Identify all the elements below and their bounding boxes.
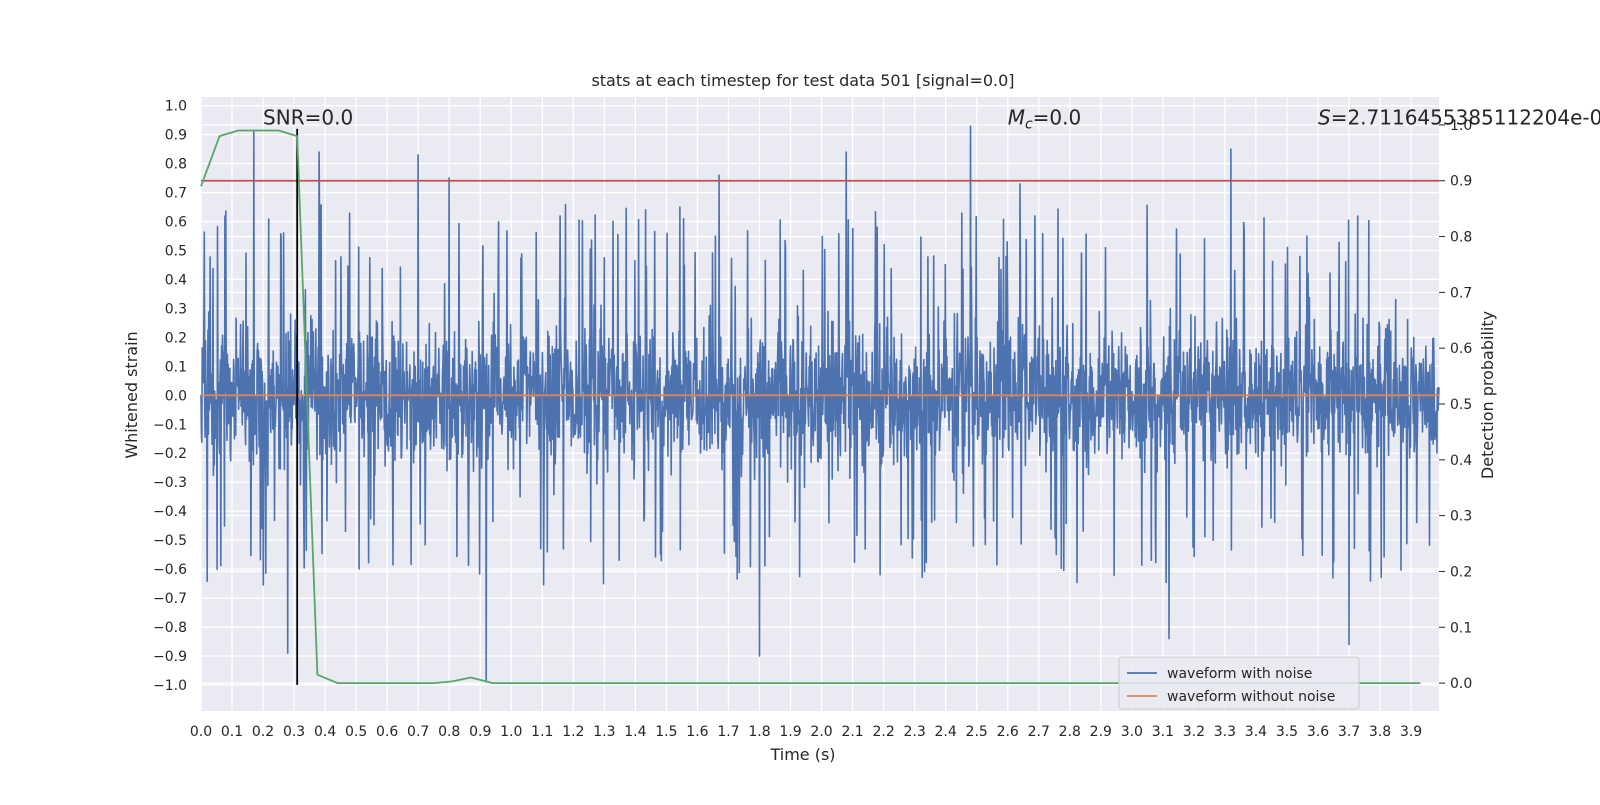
- x-tick-label: 3.0: [1121, 724, 1143, 740]
- y-axis-label: Whitened strain: [122, 331, 141, 458]
- y-tick-label: −0.1: [153, 417, 187, 433]
- x-tick-label: 0.1: [221, 724, 243, 740]
- x-tick-label: 1.4: [624, 724, 646, 740]
- y-tick-label: −0.6: [153, 562, 187, 578]
- y-tick-label: −0.5: [153, 533, 187, 549]
- x-tick-label: 1.7: [717, 724, 739, 740]
- x-tick-label: 3.6: [1307, 724, 1329, 740]
- x-tick-label: 1.9: [779, 724, 801, 740]
- x-tick-label: 3.1: [1152, 724, 1174, 740]
- annotation-text: S=2.7116455385112204e-0: [1318, 105, 1600, 129]
- y2-axis-label: Detection probability: [1478, 311, 1497, 479]
- y-tick-label: 0.4: [165, 272, 187, 288]
- series-detection-probability: [200, 129, 1421, 684]
- y2-tick-label: 0.7: [1450, 285, 1472, 301]
- y2-tick-label: 0.4: [1450, 453, 1472, 469]
- y2-tick-label: 0.5: [1450, 397, 1472, 413]
- y-tick-label: 1.0: [165, 99, 187, 115]
- y-tick-label: −0.7: [153, 591, 187, 607]
- y-tick-label: −0.4: [153, 504, 187, 520]
- x-tick-label: 2.7: [1028, 724, 1050, 740]
- y2-tick-label: 0.2: [1450, 564, 1472, 580]
- x-tick-label: 0.4: [314, 724, 336, 740]
- x-tick-label: 2.6: [997, 724, 1019, 740]
- x-tick-label: 0.7: [407, 724, 429, 740]
- x-tick-label: 2.2: [872, 724, 894, 740]
- y2-tick-label: 0.0: [1450, 676, 1472, 692]
- x-tick-label: 3.4: [1245, 724, 1267, 740]
- x-tick-label: 3.2: [1183, 724, 1205, 740]
- x-axis-label: Time (s): [769, 745, 835, 764]
- annotation-symbol: S: [1318, 105, 1331, 129]
- x-tick-label: 1.8: [748, 724, 770, 740]
- x-tick-label: 2.0: [810, 724, 832, 740]
- x-tick-label: 0.0: [190, 724, 212, 740]
- y-tick-label: −0.2: [153, 446, 187, 462]
- y-tick-label: −0.8: [153, 620, 187, 636]
- annotation-subscript: c: [1025, 116, 1033, 132]
- x-tick-label: 2.3: [904, 724, 926, 740]
- x-tick-label: 2.4: [935, 724, 957, 740]
- x-tick-label: 1.1: [531, 724, 553, 740]
- y2-tick-label: 0.6: [1450, 341, 1472, 357]
- legend-label: waveform with noise: [1167, 666, 1312, 682]
- x-tick-label: 1.3: [593, 724, 615, 740]
- x-tick-label: 0.9: [469, 724, 491, 740]
- legend-label: waveform without noise: [1167, 689, 1335, 705]
- annotation-text: Mc=0.0: [1008, 105, 1082, 132]
- x-tick-label: 0.3: [283, 724, 305, 740]
- x-tick-label: 2.5: [966, 724, 988, 740]
- y-tick-label: 0.3: [165, 301, 187, 317]
- y-tick-label: 0.1: [165, 359, 187, 375]
- y2-tick-label: 0.3: [1450, 509, 1472, 525]
- y-tick-label: −0.9: [153, 649, 187, 665]
- y2-tick-label: 0.9: [1450, 174, 1472, 190]
- annotation-symbol: M: [1008, 105, 1025, 129]
- y-tick-label: −1.0: [153, 678, 187, 694]
- x-tick-label: 3.9: [1400, 724, 1422, 740]
- x-tick-label: 0.2: [252, 724, 274, 740]
- legend-box: [1118, 656, 1360, 710]
- annotation-text: SNR=0.0: [263, 105, 353, 129]
- y-tick-label: 0.8: [165, 157, 187, 173]
- y2-tick-label: 1.0: [1450, 118, 1472, 134]
- annotation-value: =2.7116455385112204e-0: [1331, 105, 1600, 129]
- x-tick-label: 1.5: [655, 724, 677, 740]
- x-tick-label: 0.8: [438, 724, 460, 740]
- y-tick-label: 0.9: [165, 128, 187, 144]
- annotation-value: =0.0: [1033, 105, 1082, 129]
- y-tick-label: 0.5: [165, 244, 187, 260]
- y-tick-label: 0.7: [165, 186, 187, 202]
- x-tick-label: 1.6: [686, 724, 708, 740]
- chart-title: stats at each timestep for test data 501…: [591, 71, 1014, 90]
- y2-tick-label: 0.8: [1450, 230, 1472, 246]
- x-tick-label: 2.8: [1059, 724, 1081, 740]
- x-tick-label: 0.5: [345, 724, 367, 740]
- y2-tick-label: 0.1: [1450, 620, 1472, 636]
- y-tick-label: 0.6: [165, 215, 187, 231]
- x-tick-label: 1.2: [562, 724, 584, 740]
- y-tick-label: 0.2: [165, 330, 187, 346]
- y-tick-label: 0.0: [165, 388, 187, 404]
- x-tick-label: 2.1: [841, 724, 863, 740]
- x-tick-label: 3.8: [1369, 724, 1391, 740]
- series-waveform-with-noise: [200, 125, 1440, 683]
- x-tick-label: 1.0: [500, 724, 522, 740]
- x-tick-label: 2.9: [1090, 724, 1112, 740]
- y-tick-label: −0.3: [153, 475, 187, 491]
- x-tick-label: 3.3: [1214, 724, 1236, 740]
- x-tick-label: 3.5: [1276, 724, 1298, 740]
- x-tick-label: 3.7: [1338, 724, 1360, 740]
- x-tick-label: 0.6: [376, 724, 398, 740]
- legend: waveform with noise waveform without nois…: [1118, 656, 1360, 710]
